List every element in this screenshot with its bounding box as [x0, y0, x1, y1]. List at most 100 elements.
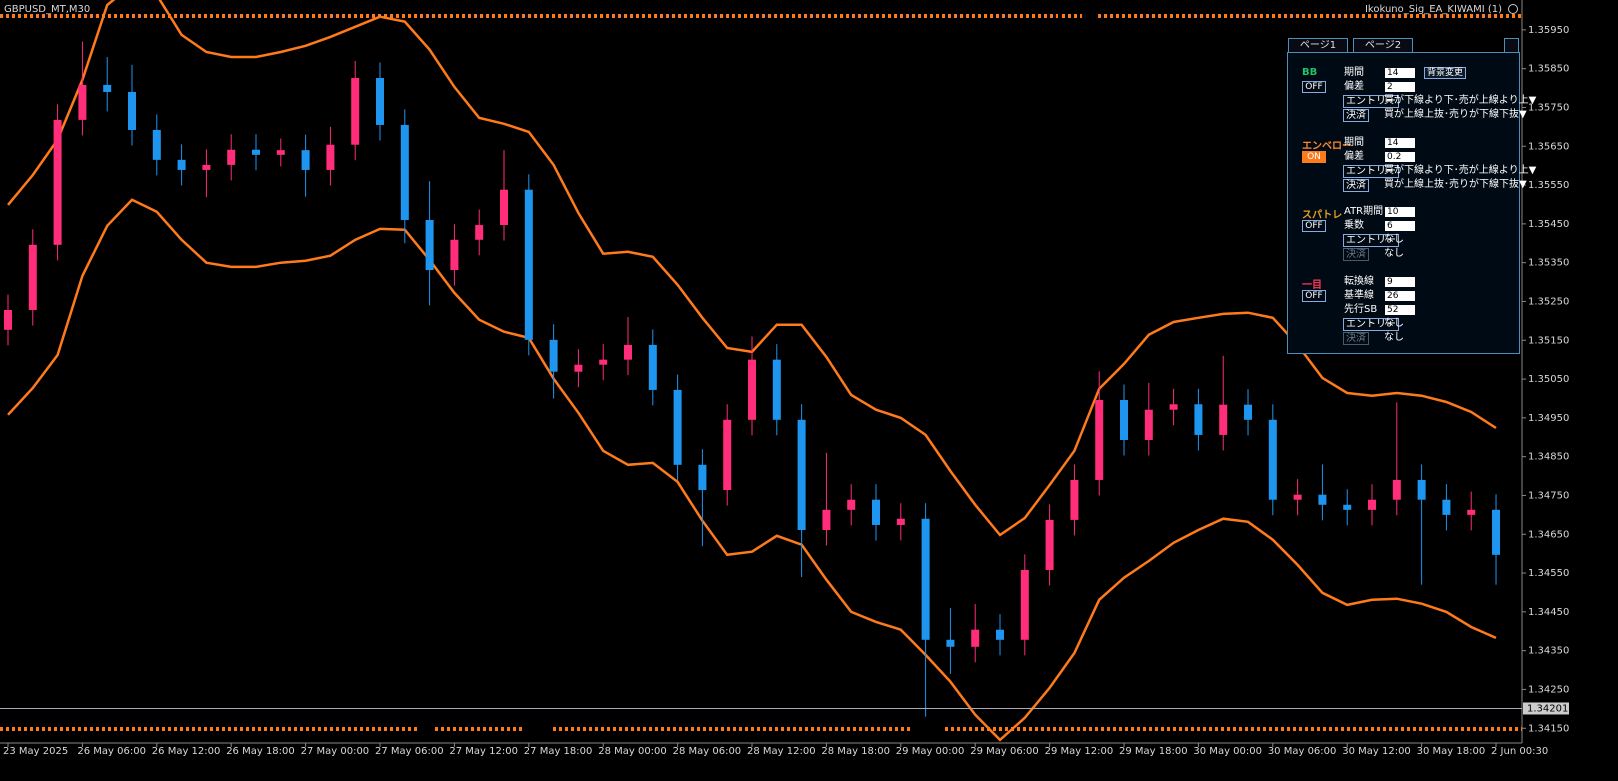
candle-body [772, 359, 781, 420]
x-tick-label: 29 May 18:00 [1119, 746, 1188, 757]
candle-body [53, 119, 62, 245]
action-button[interactable]: 決済 [1343, 248, 1369, 261]
state-button[interactable]: OFF [1302, 220, 1326, 232]
close-icon[interactable] [1508, 4, 1518, 14]
candle-body [648, 344, 657, 390]
state-button[interactable]: ON [1302, 151, 1326, 163]
panel-body: 背景変更 BB OFF 期間 14 偏差 2 エントリー 買が下線より下･売が上線より上▼ 決済買… [1287, 52, 1536, 354]
y-tick-label: 1.35350 [1528, 258, 1569, 269]
candle-body [475, 225, 484, 240]
x-tick-label: 29 May 00:00 [896, 746, 965, 757]
action-button[interactable]: エントリー [1343, 234, 1399, 247]
x-tick-label: 27 May 00:00 [301, 746, 370, 757]
candle-body [524, 189, 533, 340]
param-label: 転換線 [1344, 276, 1374, 287]
bg-button[interactable]: 背景変更 [1424, 67, 1466, 79]
y-tick-label: 1.35050 [1528, 374, 1569, 385]
candle-body [1020, 569, 1029, 640]
candle-body [1492, 509, 1501, 555]
x-tick-label: 29 May 06:00 [970, 746, 1039, 757]
param-text: なし [1384, 234, 1404, 245]
param-text: 買が下線より下･売が上線より上▼ [1384, 165, 1537, 176]
tab-box[interactable] [1504, 38, 1519, 53]
candle-body [797, 419, 806, 530]
candle-body [971, 629, 980, 647]
action-button[interactable]: 決済 [1343, 109, 1369, 122]
tab[interactable]: ページ2 [1353, 38, 1413, 53]
param-input[interactable]: 0.2 [1385, 152, 1415, 162]
action-button[interactable]: エントリー [1343, 165, 1399, 178]
candle-body [1467, 509, 1476, 515]
y-tick-label: 1.34850 [1528, 452, 1569, 463]
action-button[interactable]: 決済 [1343, 332, 1369, 345]
param-input[interactable]: 2 [1385, 82, 1415, 92]
y-tick-label: 1.34550 [1528, 568, 1569, 579]
param-input[interactable]: 14 [1385, 138, 1415, 148]
param-input[interactable]: 52 [1385, 305, 1415, 315]
param-text: 買が上線上抜･売りが下線下抜▼ [1384, 179, 1527, 190]
x-tick-label: 2 Jun 00:30 [1491, 746, 1548, 757]
candle-body [673, 389, 682, 465]
candle-body [227, 149, 236, 165]
indicator-name: Ikokuno_Sig_EA_KIWAMI (1) [1365, 4, 1502, 15]
state-button[interactable]: OFF [1302, 290, 1326, 302]
param-label: ATR期間 [1344, 206, 1384, 217]
plot-area [3, 0, 1501, 742]
candle-body [276, 150, 285, 155]
tab[interactable]: ページ1 [1288, 38, 1348, 53]
candle-body [1144, 409, 1153, 440]
candle-body [1120, 400, 1129, 440]
x-tick-label: 23 May 2025 [3, 746, 68, 757]
param-input[interactable]: 6 [1385, 221, 1415, 231]
param-input[interactable]: 9 [1385, 277, 1415, 287]
section-name: スパトレ [1302, 210, 1343, 221]
candle-body [1268, 419, 1277, 500]
y-tick-label: 1.35150 [1528, 335, 1569, 346]
param-text: 買が上線上抜･売りが下線下抜▼ [1384, 109, 1527, 120]
candle-body [252, 149, 261, 155]
candle-body [549, 339, 558, 372]
action-button[interactable]: エントリー [1343, 95, 1399, 108]
x-tick-label: 27 May 18:00 [524, 746, 593, 757]
x-tick-label: 30 May 06:00 [1268, 746, 1337, 757]
candle-body [103, 84, 112, 92]
current-price-label: 1.34201 [1527, 703, 1568, 714]
section-name: 一目 [1302, 280, 1322, 291]
candle-body [1194, 404, 1203, 435]
state-button[interactable]: OFF [1302, 81, 1326, 93]
param-label: 先行SB [1344, 304, 1378, 315]
candle-body [921, 518, 930, 640]
candle-body [152, 129, 161, 160]
y-tick-label: 1.34350 [1528, 646, 1569, 657]
candle-body [376, 77, 385, 125]
candle-body [450, 239, 459, 271]
y-tick-label: 1.35950 [1528, 25, 1569, 36]
candle-body [500, 189, 509, 226]
candle-body [301, 150, 310, 170]
candle-body [822, 509, 831, 530]
param-input[interactable]: 10 [1385, 207, 1415, 217]
candle-body [872, 499, 881, 525]
param-label: 偏差 [1344, 151, 1364, 162]
candle-body [723, 419, 732, 491]
y-tick-label: 1.34150 [1528, 723, 1569, 734]
param-text: 買が下線より下･売が上線より上▼ [1384, 95, 1537, 106]
candle-body [1343, 504, 1352, 510]
x-tick-label: 28 May 12:00 [747, 746, 816, 757]
action-button[interactable]: 決済 [1343, 179, 1369, 192]
y-tick-label: 1.35650 [1528, 141, 1569, 152]
candle-body [1070, 479, 1079, 520]
y-tick-label: 1.34950 [1528, 413, 1569, 424]
y-tick-label: 1.35850 [1528, 64, 1569, 75]
candle-body [425, 219, 434, 271]
y-tick-label: 1.34450 [1528, 607, 1569, 618]
chart-title: GBPUSD_MT,M30 [4, 4, 90, 15]
x-tick-label: 29 May 12:00 [1045, 746, 1114, 757]
x-tick-label: 28 May 00:00 [598, 746, 667, 757]
candle-body [202, 164, 211, 170]
action-button[interactable]: エントリー [1343, 318, 1399, 331]
param-input[interactable]: 26 [1385, 291, 1415, 301]
section-name: エンベロー [1302, 141, 1352, 152]
param-input[interactable]: 14 [1385, 68, 1415, 78]
candle-body [1417, 479, 1426, 500]
